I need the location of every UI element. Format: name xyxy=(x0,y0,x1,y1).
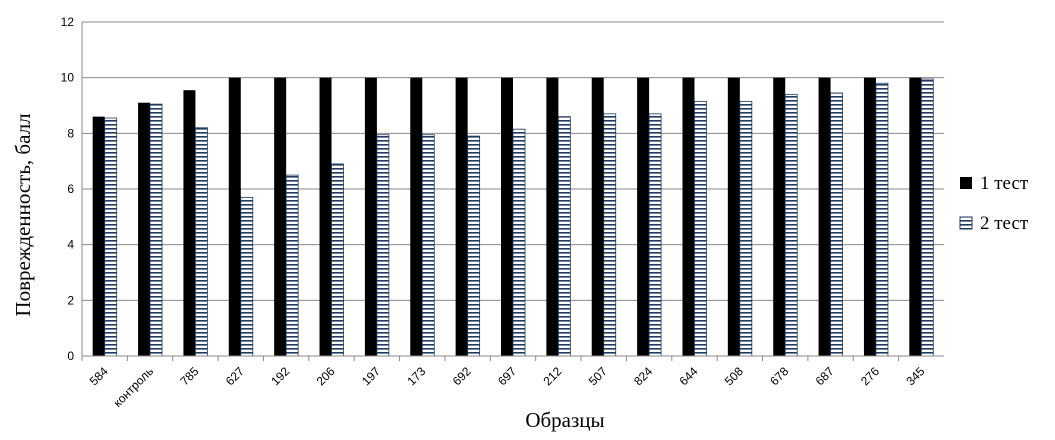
y-tick-label: 8 xyxy=(67,126,74,140)
bar-test2 xyxy=(331,163,344,357)
y-axis-label: Поврежденность, балл xyxy=(11,113,35,316)
bar-test2 xyxy=(920,78,934,357)
bar-test2 xyxy=(648,113,662,357)
bar-test2 xyxy=(149,103,163,357)
x-tick-label: 824 xyxy=(631,364,655,388)
bar-test1 xyxy=(455,77,468,357)
x-tick-label: 584 xyxy=(87,364,111,388)
bar-test1 xyxy=(682,77,695,357)
y-tick-label: 12 xyxy=(61,15,75,29)
x-tick-label: 644 xyxy=(677,364,701,388)
x-tick-label: 197 xyxy=(359,364,383,388)
bar-test1 xyxy=(546,77,559,357)
bar-test1 xyxy=(637,77,650,357)
x-tick-label: 508 xyxy=(722,364,746,388)
x-tick-label: 678 xyxy=(767,364,791,388)
x-tick-label: 173 xyxy=(404,364,428,388)
bar-test2 xyxy=(240,196,254,357)
bar-test2 xyxy=(557,116,571,357)
bar-test1 xyxy=(228,77,241,357)
legend-swatch xyxy=(959,216,973,230)
bar-test1 xyxy=(183,90,196,357)
bar-test2 xyxy=(467,135,481,357)
y-tick-label: 6 xyxy=(67,182,74,196)
bar-test2 xyxy=(285,174,299,357)
x-tick-label: 507 xyxy=(586,364,610,388)
bar-test2 xyxy=(875,82,889,357)
bar-test1 xyxy=(818,77,831,357)
bar-test2 xyxy=(784,93,798,357)
x-tick-label: 785 xyxy=(177,364,201,388)
bar-test1 xyxy=(138,102,151,356)
bar-test1 xyxy=(319,77,332,357)
y-tick-label: 4 xyxy=(67,238,74,252)
bar-test2 xyxy=(603,113,617,357)
legend: 1 тест 2 тест xyxy=(959,173,1029,234)
bar-test1 xyxy=(501,77,513,357)
bar-test1 xyxy=(773,77,786,357)
bar-test2 xyxy=(421,134,435,357)
y-tick-label: 0 xyxy=(67,349,74,363)
legend-label: 1 тест xyxy=(980,173,1029,194)
x-tick-label: контроль xyxy=(111,364,157,410)
bars xyxy=(92,77,934,357)
bar-test1 xyxy=(863,77,876,357)
bar-test2 xyxy=(830,92,843,357)
bar-test2 xyxy=(512,128,526,357)
bar-test2 xyxy=(376,134,390,357)
x-tick-label: 687 xyxy=(813,364,837,388)
legend-swatch xyxy=(960,177,972,189)
bar-test1 xyxy=(274,77,287,357)
x-tick-label: 345 xyxy=(903,364,927,388)
bar-test1 xyxy=(92,116,105,356)
x-tick-label: 692 xyxy=(450,364,474,388)
x-tick-label: 212 xyxy=(540,364,564,388)
legend-label: 2 тест xyxy=(980,213,1029,234)
y-tick-label: 2 xyxy=(67,293,74,307)
x-tick-label: 627 xyxy=(223,364,247,388)
y-tick-label: 10 xyxy=(61,71,75,85)
x-tick-label: 192 xyxy=(268,364,292,388)
bar-test2 xyxy=(195,127,208,357)
bar-test1 xyxy=(364,77,377,357)
x-tick-label: 697 xyxy=(495,364,519,388)
bar-test1 xyxy=(727,77,740,357)
x-tick-label: 276 xyxy=(858,364,882,388)
bar-test1 xyxy=(410,77,423,357)
bar-test2 xyxy=(694,100,707,357)
bar-test1 xyxy=(909,77,922,357)
x-axis-label: Образцы xyxy=(525,408,604,432)
bar-test2 xyxy=(104,117,118,357)
bar-test1 xyxy=(591,77,604,357)
x-tick-label: 206 xyxy=(314,364,338,388)
bar-test2 xyxy=(739,100,753,357)
